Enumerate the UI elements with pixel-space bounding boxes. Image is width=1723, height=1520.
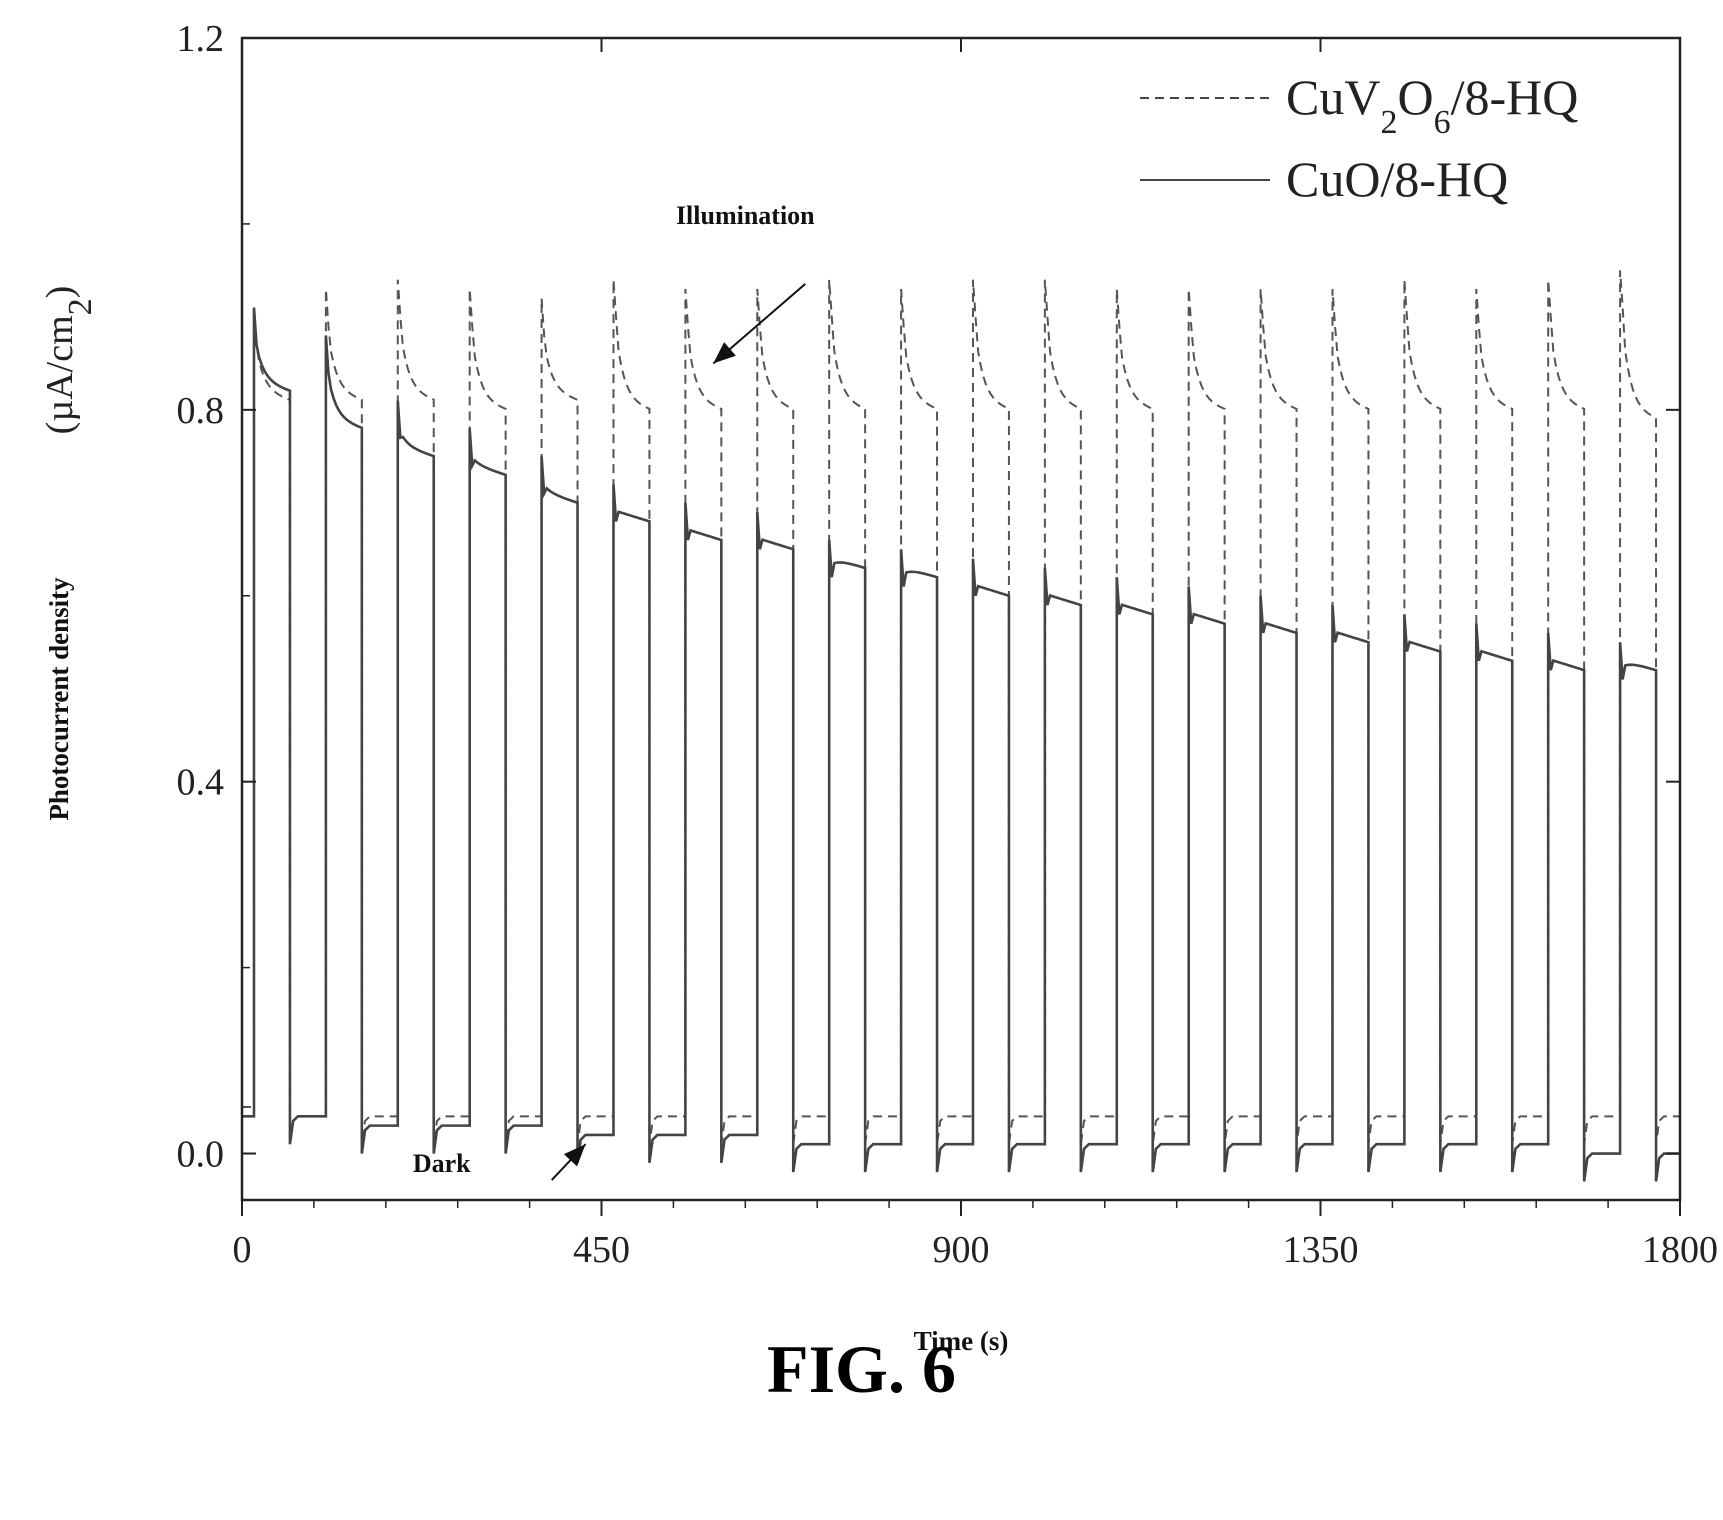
- figure-caption: FIG. 6: [767, 1331, 956, 1407]
- y-axis-unit: (µA/cm2): [39, 286, 99, 435]
- y-tick-label: 0.0: [177, 1134, 225, 1176]
- x-tick-label: 900: [933, 1229, 990, 1271]
- x-tick-label: 1350: [1283, 1229, 1359, 1271]
- x-tick-label: 1800: [1642, 1229, 1718, 1271]
- plot-area: [242, 270, 1680, 1182]
- series-line-solid: [242, 307, 1680, 1182]
- y-tick-label: 0.8: [177, 390, 225, 432]
- x-axis-title: Time (s): [914, 1326, 1009, 1356]
- annotation-arrow-head: [713, 342, 736, 364]
- series-line-dashed: [242, 270, 1680, 1145]
- y-tick-label: 1.2: [177, 18, 225, 60]
- annotation-arrow-head: [563, 1144, 586, 1167]
- plot-frame: [240, 36, 1682, 1202]
- annotation-label: Illumination: [676, 201, 815, 230]
- y-tick-label: 0.4: [177, 762, 225, 804]
- y-axis-title: Photocurrent density: [44, 577, 74, 821]
- axes: 0.0 0.4 0.8 1.2 0 450 900 1350 1800 Time (s) Photo…: [39, 18, 1718, 1356]
- annotation-label: Dark: [413, 1149, 471, 1178]
- legend-label: CuO/8-HQ: [1286, 151, 1508, 207]
- annotations: Illumination Dark: [413, 201, 815, 1181]
- x-tick-label: 450: [573, 1229, 630, 1271]
- legend-label: CuV2O6/8-HQ: [1286, 69, 1578, 141]
- x-tick-label: 0: [233, 1229, 252, 1271]
- legend: CuV2O6/8-HQ CuO/8-HQ: [1140, 69, 1578, 207]
